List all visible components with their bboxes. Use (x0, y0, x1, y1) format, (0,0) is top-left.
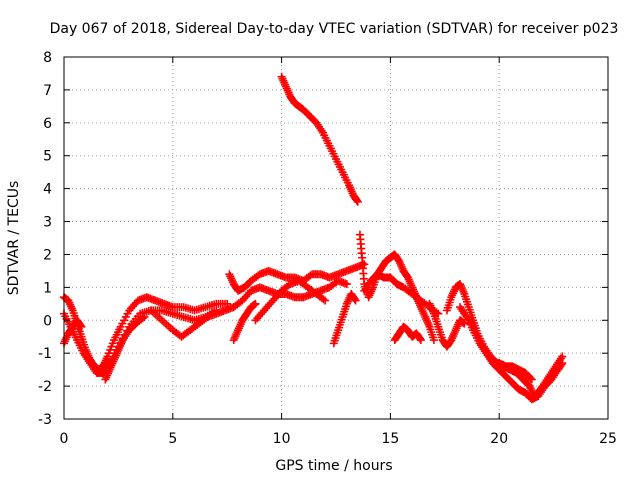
plot-frame (63, 56, 609, 420)
data-point (321, 296, 330, 305)
data-point (557, 360, 566, 369)
series-track-k (329, 289, 360, 348)
series-track-r (495, 359, 536, 384)
y-axis-label: SDTVAR / TECUs (6, 181, 22, 296)
data-point (76, 321, 85, 330)
series-track-d (101, 312, 149, 384)
data-point (351, 296, 360, 305)
x-tick-label: 15 (381, 431, 399, 447)
data-point (460, 319, 469, 328)
y-tick-label: 3 (43, 215, 52, 231)
data-point (140, 312, 149, 321)
data-point (138, 314, 147, 323)
y-tick-label: 4 (43, 182, 52, 198)
data-point (352, 196, 361, 205)
y-tick-label: 5 (43, 149, 52, 165)
data-point (415, 334, 424, 343)
data-marks (60, 72, 567, 404)
data-point (526, 374, 535, 383)
data-point (416, 336, 425, 345)
data-point (342, 280, 351, 289)
data-point (306, 271, 315, 280)
y-tick-label: -1 (38, 346, 52, 362)
data-point (527, 375, 536, 384)
y-tick-label: 6 (43, 116, 52, 132)
x-tick-label: 20 (490, 431, 508, 447)
series-track-m (360, 270, 443, 318)
series-track-h (229, 299, 260, 345)
chart-title: Day 067 of 2018, Sidereal Day-to-day VTE… (50, 21, 619, 37)
data-point (350, 295, 359, 304)
data-point (353, 197, 362, 206)
data-point (558, 359, 567, 368)
y-tick-label: 2 (43, 247, 52, 263)
x-axis: 0 5 10 15 20 25 (60, 57, 617, 447)
series-track-i (251, 276, 330, 325)
y-tick-label: 8 (43, 50, 52, 66)
data-point (251, 299, 260, 308)
series-track-j (277, 72, 362, 206)
series-track-c (60, 316, 86, 348)
x-tick-label: 10 (273, 431, 291, 447)
series-track-g (229, 276, 351, 312)
y-tick-label: 1 (43, 280, 52, 296)
y-tick-label: 0 (43, 313, 52, 329)
grid (64, 57, 608, 419)
y-tick-label: -2 (38, 379, 52, 395)
x-tick-label: 25 (599, 431, 617, 447)
series-track-a (60, 293, 232, 374)
series-track-e (147, 303, 238, 341)
series-track-n (390, 322, 425, 345)
series-track-f (225, 260, 369, 295)
x-axis-label: GPS time / hours (275, 458, 392, 474)
x-tick-label: 0 (60, 431, 69, 447)
data-point (319, 295, 328, 304)
y-tick-label: -3 (38, 412, 52, 428)
series-track-q (456, 303, 567, 404)
data-point (77, 322, 86, 331)
x-tick-label: 5 (168, 431, 177, 447)
y-axis: -3 -2 -1 0 1 2 3 4 5 6 7 8 (38, 50, 608, 428)
data-point (429, 336, 438, 345)
data-point (360, 260, 369, 269)
y-tick-label: 7 (43, 83, 52, 99)
